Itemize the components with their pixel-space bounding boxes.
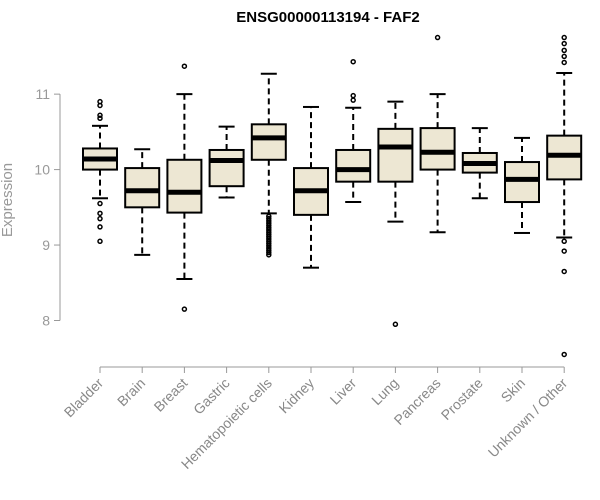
y-tick-label: 9 [42,237,50,253]
outlier-point [97,210,103,217]
outlier-point [97,112,103,119]
box-prostate [461,127,498,200]
outlier-point [561,47,567,54]
x-tick-label: Prostate [438,375,486,423]
outlier-point [97,115,103,122]
outlier-point [561,268,567,275]
x-tick-label: Unknown / Other [485,375,571,461]
x-tick-label: Brain [114,375,148,409]
outlier-point [266,249,272,256]
outlier-point [561,40,567,47]
outlier-point [561,238,567,245]
outlier-point [350,58,356,65]
boxes-group [82,34,583,358]
outlier-point [561,59,567,66]
box-hematopoietic-cells [250,72,287,258]
iqr-box [250,123,287,161]
x-tick-label: Liver [327,375,360,408]
outlier-point [97,238,103,245]
outlier-point [181,63,188,69]
iqr-box [335,148,372,183]
iqr-box [124,167,161,209]
box-lung [377,100,414,328]
chart-title: ENSG00000113194 - FAF2 [236,9,419,26]
x-tick-label: Breast [151,375,191,415]
outlier-point [97,215,103,222]
outlier-point [434,34,441,41]
box-brain [124,148,161,256]
outlier-point [350,92,356,99]
y-tick-label: 10 [34,162,50,178]
outlier-point [392,321,399,328]
y-tick-label: 11 [35,86,50,102]
outlier-point [97,200,103,207]
iqr-box [504,161,540,204]
outlier-point [181,306,188,312]
box-unknown-other [546,34,583,358]
box-liver [335,58,372,204]
box-gastric [208,125,245,199]
outlier-point [97,224,103,230]
x-tick-label: Kidney [276,375,318,417]
outlier-point [561,34,567,41]
outlier-point [561,351,567,358]
y-tick-label: 8 [42,313,50,329]
outlier-point [97,102,103,109]
x-tick-label: Lung [368,375,401,408]
outlier-point [561,53,567,60]
y-axis-label: Expression [0,163,16,237]
iqr-box [377,127,414,183]
outlier-point [266,252,272,258]
outlier-point [561,248,567,254]
x-tick-label: Skin [498,375,529,406]
x-tick-label: Bladder [61,375,107,421]
box-kidney [293,105,329,269]
y-axis: 8 9 10 11 [34,86,61,329]
iqr-box [166,158,203,214]
iqr-box [419,127,456,171]
box-breast [166,63,203,312]
box-skin [504,136,540,234]
box-bladder [82,98,118,245]
iqr-box [208,148,245,188]
x-tick-label: Pancreas [391,375,444,428]
outlier-point [350,97,356,103]
box-pancreas [419,34,456,234]
